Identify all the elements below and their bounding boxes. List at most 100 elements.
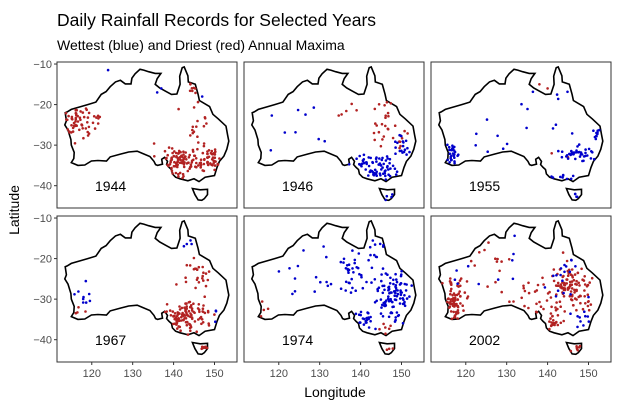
australia-coastline xyxy=(437,65,604,183)
x-tick-label: 150 xyxy=(205,368,223,380)
data-point-driest xyxy=(586,300,590,304)
data-point-driest xyxy=(70,115,74,119)
x-tick-label: 120 xyxy=(457,368,475,380)
data-point-wettest xyxy=(388,291,391,295)
data-point-driest xyxy=(216,162,219,166)
data-point-wettest xyxy=(391,305,394,309)
data-point-driest xyxy=(588,281,591,284)
data-point-wettest xyxy=(378,172,382,175)
data-point-driest xyxy=(185,323,189,327)
data-point-wettest xyxy=(155,91,159,94)
data-point-wettest xyxy=(402,141,405,144)
data-point-driest xyxy=(210,152,214,156)
data-point-wettest xyxy=(396,292,400,296)
data-point-wettest xyxy=(379,164,383,167)
data-point-driest xyxy=(452,301,456,305)
data-point-wettest xyxy=(474,144,477,147)
data-point-wettest xyxy=(477,282,480,286)
data-point-driest xyxy=(384,114,387,117)
data-point-wettest xyxy=(400,273,403,276)
data-point-driest xyxy=(189,305,193,309)
data-point-wettest xyxy=(387,315,391,319)
data-point-driest xyxy=(171,172,174,175)
data-point-wettest xyxy=(373,168,377,172)
x-axis-title: Longitude xyxy=(304,384,366,400)
data-point-driest xyxy=(403,129,406,133)
data-point-driest xyxy=(552,279,556,283)
data-point-driest xyxy=(578,284,581,287)
data-point-driest xyxy=(568,280,572,284)
data-point-driest xyxy=(201,151,205,155)
data-point-wettest xyxy=(344,280,348,284)
y-tick-label: −10 xyxy=(33,59,52,71)
x-tick-label: 150 xyxy=(392,368,410,380)
data-point-driest xyxy=(192,256,196,260)
data-point-driest xyxy=(565,282,568,285)
data-point-wettest xyxy=(577,151,580,154)
data-point-driest xyxy=(201,321,205,324)
data-point-wettest xyxy=(373,301,377,304)
data-point-driest xyxy=(550,305,553,309)
data-point-driest xyxy=(213,168,216,172)
data-point-driest xyxy=(171,151,174,155)
data-point-driest xyxy=(384,326,387,329)
data-point-wettest xyxy=(402,302,406,305)
data-point-driest xyxy=(583,275,586,278)
data-point-wettest xyxy=(475,132,478,136)
data-point-driest xyxy=(196,147,199,151)
data-point-wettest xyxy=(453,145,456,149)
data-point-driest xyxy=(495,260,499,263)
data-point-wettest xyxy=(283,131,287,134)
data-point-driest xyxy=(95,116,98,119)
data-point-driest xyxy=(555,320,558,324)
data-point-wettest xyxy=(375,170,378,174)
data-point-wettest xyxy=(365,316,368,320)
data-point-wettest xyxy=(563,263,566,267)
data-point-driest xyxy=(382,135,386,138)
data-point-wettest xyxy=(579,153,583,156)
data-point-driest xyxy=(553,323,556,327)
data-point-driest xyxy=(206,278,210,282)
data-point-wettest xyxy=(448,148,451,152)
data-point-wettest xyxy=(554,123,558,126)
data-point-driest xyxy=(581,307,585,311)
data-point-driest xyxy=(398,146,401,150)
data-point-driest xyxy=(523,304,526,308)
data-point-wettest xyxy=(384,198,387,202)
data-point-wettest xyxy=(395,280,399,284)
data-point-driest xyxy=(202,144,206,148)
data-point-wettest xyxy=(381,291,385,295)
data-point-wettest xyxy=(575,195,578,198)
data-point-driest xyxy=(180,161,184,165)
data-point-wettest xyxy=(403,282,407,286)
panel-border xyxy=(243,215,425,363)
data-point-driest xyxy=(199,166,202,169)
data-point-wettest xyxy=(396,141,399,145)
data-point-driest xyxy=(570,268,574,271)
data-point-driest xyxy=(176,165,179,169)
data-point-wettest xyxy=(579,320,582,323)
data-point-wettest xyxy=(373,278,377,281)
data-point-driest xyxy=(587,308,591,312)
data-point-wettest xyxy=(554,295,558,298)
data-point-driest xyxy=(196,276,199,280)
data-point-wettest xyxy=(371,239,375,242)
data-point-driest xyxy=(184,276,187,279)
data-point-wettest xyxy=(358,272,361,276)
data-point-driest xyxy=(188,89,192,93)
data-point-driest xyxy=(451,294,454,297)
data-point-driest xyxy=(577,281,580,285)
facet-year-label: 1946 xyxy=(282,178,313,194)
data-point-driest xyxy=(207,163,210,167)
data-point-wettest xyxy=(398,149,402,153)
data-point-driest xyxy=(92,115,96,118)
data-point-driest xyxy=(558,300,562,303)
data-point-wettest xyxy=(406,146,409,150)
chart-title: Daily Rainfall Records for Selected Year… xyxy=(57,10,377,30)
data-point-wettest xyxy=(552,274,555,278)
data-point-wettest xyxy=(404,289,408,292)
data-point-driest xyxy=(182,314,185,318)
data-point-wettest xyxy=(383,171,387,175)
data-point-wettest xyxy=(367,174,370,177)
data-point-wettest xyxy=(325,255,328,259)
